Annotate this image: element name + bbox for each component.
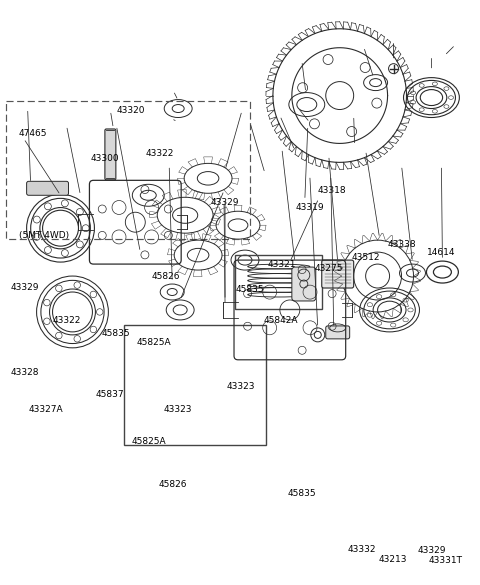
- Text: 45825A: 45825A: [132, 437, 167, 446]
- Text: 43318: 43318: [318, 186, 346, 195]
- Text: 43300: 43300: [91, 154, 120, 163]
- Text: 45835: 45835: [288, 489, 316, 498]
- Text: 43320: 43320: [117, 106, 145, 115]
- Text: 43329: 43329: [10, 283, 39, 292]
- FancyBboxPatch shape: [292, 267, 316, 301]
- Text: 45825A: 45825A: [136, 338, 171, 346]
- Text: 43512: 43512: [351, 253, 380, 262]
- Text: 43332: 43332: [348, 545, 376, 553]
- Text: 43338: 43338: [387, 240, 416, 249]
- Bar: [6, 101, 250, 239]
- FancyBboxPatch shape: [322, 260, 354, 288]
- Text: 14614: 14614: [427, 249, 455, 257]
- Text: 43322: 43322: [52, 316, 81, 325]
- Text: 45835: 45835: [235, 285, 264, 294]
- Text: 43328: 43328: [10, 369, 39, 377]
- Text: 43329: 43329: [417, 546, 446, 555]
- Text: 43323: 43323: [227, 383, 255, 391]
- Text: 45835: 45835: [101, 329, 130, 338]
- Text: 43327A: 43327A: [28, 405, 63, 414]
- FancyBboxPatch shape: [26, 181, 69, 195]
- Text: 45826: 45826: [152, 271, 180, 281]
- Text: 45837: 45837: [96, 390, 124, 399]
- Text: 43319: 43319: [295, 204, 324, 212]
- Text: 45842A: 45842A: [264, 316, 298, 325]
- Text: 43322: 43322: [145, 149, 174, 158]
- Text: 43275: 43275: [314, 263, 343, 273]
- Bar: [235, 254, 323, 309]
- Text: 43323: 43323: [164, 405, 192, 414]
- Text: 47465: 47465: [19, 129, 48, 138]
- FancyBboxPatch shape: [326, 326, 350, 339]
- Text: (5MT 4WD): (5MT 4WD): [19, 231, 69, 240]
- Text: 45826: 45826: [159, 480, 187, 490]
- Text: 43329: 43329: [210, 198, 239, 207]
- Text: 43321: 43321: [268, 260, 296, 269]
- Bar: [124, 325, 266, 445]
- FancyBboxPatch shape: [105, 129, 116, 180]
- Text: 43213: 43213: [379, 555, 408, 564]
- Text: 43331T: 43331T: [429, 556, 463, 565]
